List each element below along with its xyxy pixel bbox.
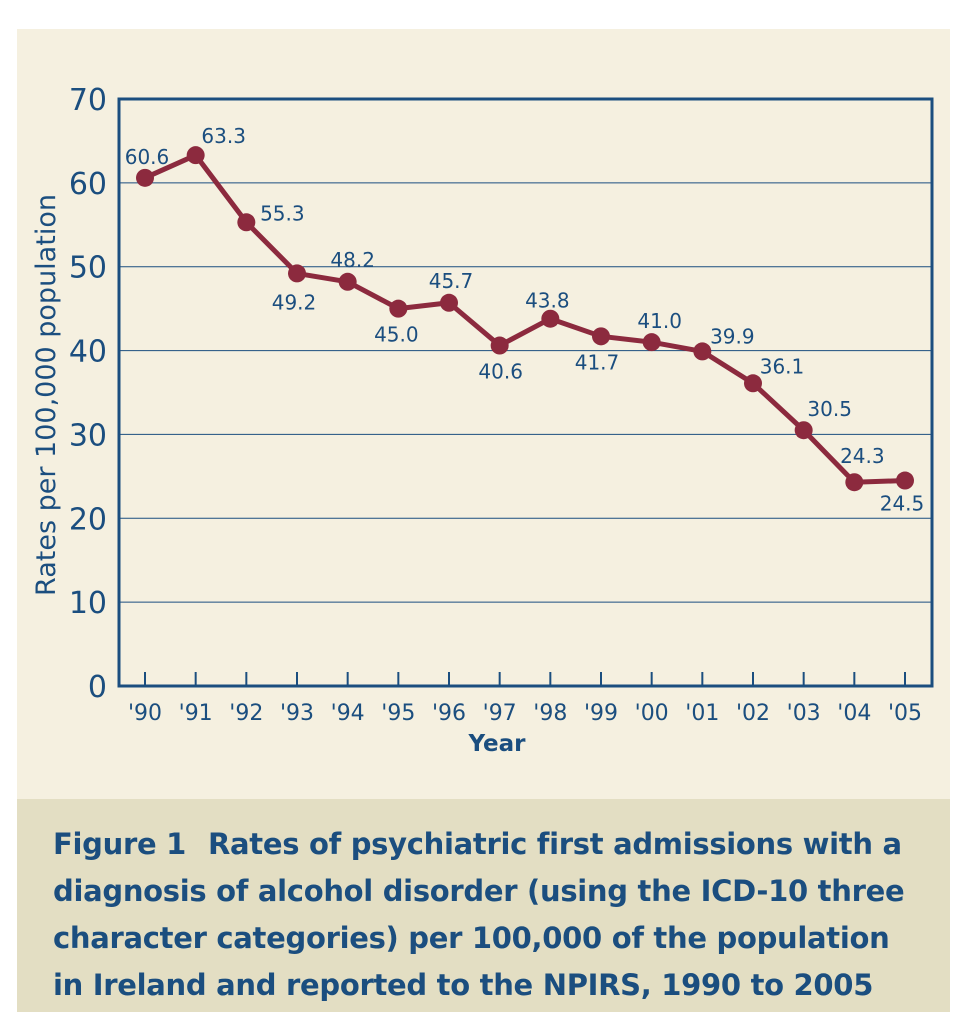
data-label: 24.3 xyxy=(840,444,885,468)
data-label: 45.7 xyxy=(429,269,474,293)
data-point xyxy=(896,471,914,490)
x-tick-label: '02 xyxy=(736,701,770,726)
data-label: 55.3 xyxy=(260,201,305,225)
y-tick-label: 20 xyxy=(69,502,107,537)
plot-frame xyxy=(117,97,934,688)
data-point xyxy=(237,213,256,232)
x-tick-label: '90 xyxy=(128,701,162,726)
caption-box: Figure 1 Rates of psychiatric first admis… xyxy=(17,799,950,1012)
x-axis-title: Year xyxy=(467,731,526,757)
x-tick-label: '03 xyxy=(787,701,821,726)
figure-caption: Figure 1 Rates of psychiatric first admis… xyxy=(53,821,923,1009)
data-label: 24.5 xyxy=(880,492,925,516)
data-point xyxy=(490,336,509,355)
data-point xyxy=(845,473,864,492)
data-point xyxy=(693,342,712,361)
data-point xyxy=(288,264,306,283)
y-tick-label: 70 xyxy=(69,83,107,118)
data-point xyxy=(440,293,458,312)
x-tick-label: '00 xyxy=(635,701,669,726)
data-point xyxy=(338,272,357,291)
data-label: 43.8 xyxy=(525,289,570,313)
x-tick-label: '94 xyxy=(331,701,365,726)
caption-label: Figure 1 xyxy=(53,827,186,861)
y-tick-label: 40 xyxy=(69,335,107,370)
data-label: 48.2 xyxy=(330,248,375,272)
data-label: 39.9 xyxy=(710,324,755,348)
y-axis-title: Rates per 100,000 population xyxy=(31,194,62,596)
x-tick-label: '97 xyxy=(483,701,517,726)
data-label: 41.0 xyxy=(637,309,682,333)
y-tick-label: 30 xyxy=(69,418,107,453)
y-tick-label: 10 xyxy=(69,586,107,621)
data-label: 30.5 xyxy=(807,397,852,421)
data-label: 49.2 xyxy=(272,290,317,314)
x-axis-ticks: '90 '91 '92 '93 '94 '95 '96 '97 '98 '99 '00 '01 '02 '… xyxy=(128,672,922,726)
line-chart: 0 10 20 30 40 50 60 70 '90 '91 '92 '93 '94 '95 '96 '97… xyxy=(31,83,934,757)
x-tick-label: '95 xyxy=(381,701,415,726)
data-point xyxy=(541,309,560,328)
y-tick-label: 60 xyxy=(69,167,107,202)
grid-lines xyxy=(119,182,932,603)
data-point xyxy=(186,146,205,165)
y-tick-label: 0 xyxy=(88,670,107,705)
x-tick-label: '05 xyxy=(888,701,922,726)
x-tick-label: '04 xyxy=(837,701,871,726)
series-rates xyxy=(136,146,914,492)
data-label: 40.6 xyxy=(478,360,523,384)
data-label: 63.3 xyxy=(201,124,246,148)
x-tick-label: '96 xyxy=(432,701,466,726)
x-tick-label: '01 xyxy=(685,701,719,726)
caption-text: Rates of psychiatric first admissions wi… xyxy=(53,827,905,1002)
series-line xyxy=(143,152,906,485)
x-tick-label: '99 xyxy=(584,701,618,726)
data-label: 45.0 xyxy=(374,323,419,347)
data-label: 60.6 xyxy=(125,145,170,169)
x-tick-label: '92 xyxy=(229,701,263,726)
x-tick-label: '93 xyxy=(280,701,314,726)
y-axis-ticks: 0 10 20 30 40 50 60 70 xyxy=(69,83,107,705)
data-label: 36.1 xyxy=(760,354,805,378)
x-tick-label: '98 xyxy=(533,701,567,726)
data-point xyxy=(642,333,661,352)
y-tick-label: 50 xyxy=(69,251,107,286)
figure: 0 10 20 30 40 50 60 70 '90 '91 '92 '93 '94 '95 '96 '97… xyxy=(17,29,950,1012)
data-point xyxy=(744,374,762,393)
x-tick-label: '91 xyxy=(179,701,213,726)
data-labels: 60.6 63.3 55.3 49.2 48.2 45.0 45.7 40.6 43.8 41.7… xyxy=(125,124,925,515)
data-point xyxy=(389,299,408,318)
data-label: 41.7 xyxy=(575,350,620,374)
data-point xyxy=(794,421,813,440)
data-point xyxy=(136,168,154,187)
data-point xyxy=(592,327,610,346)
